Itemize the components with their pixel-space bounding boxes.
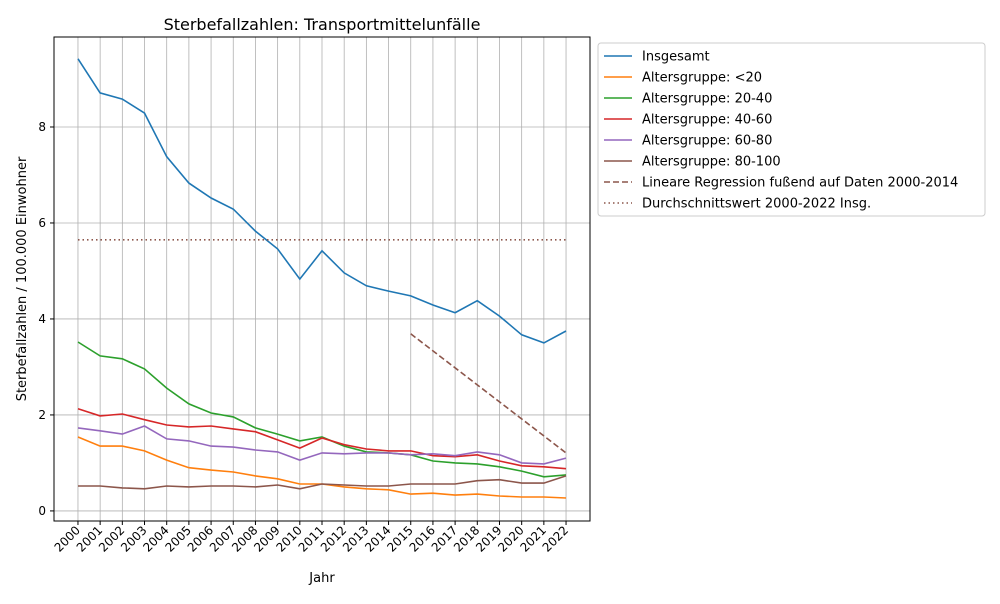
series-group [77, 58, 567, 499]
legend-label: Durchschnittswert 2000-2022 Insg. [642, 197, 871, 212]
series-line-6 [410, 333, 567, 454]
y-axis-label: Sterbefallzahlen / 100.000 Einwohner [15, 156, 30, 401]
grid [54, 37, 590, 521]
legend: Insgesamt Altersgruppe: <20 Altersgruppe: … [597, 42, 986, 217]
axis-ticks: 2000200120022003200420052006200720082009… [38, 120, 571, 555]
y-tick-label: 4 [38, 312, 46, 326]
y-tick-label: 2 [38, 408, 46, 422]
series-line-5 [78, 475, 567, 490]
y-tick-label: 0 [38, 504, 46, 518]
x-tick-label: 2022 [540, 523, 571, 554]
legend-label: Insgesamt [642, 50, 710, 65]
chart-title: Sterbefallzahlen: Transportmittelunfälle [164, 15, 481, 34]
series-line-2 [77, 341, 567, 478]
series-line-4 [77, 425, 567, 465]
y-tick-label: 8 [38, 120, 46, 134]
legend-label: Altersgruppe: <20 [642, 71, 762, 86]
legend-label: Altersgruppe: 40-60 [642, 113, 772, 128]
legend-label: Altersgruppe: 60-80 [642, 134, 772, 149]
legend-label: Lineare Regression fußend auf Daten 2000… [642, 176, 958, 191]
y-tick-label: 6 [38, 216, 46, 230]
series-line-0 [77, 58, 567, 344]
legend-label: Altersgruppe: 20-40 [642, 92, 772, 107]
x-axis-label: Jahr [308, 571, 335, 586]
series-line-3 [77, 407, 567, 470]
legend-box [597, 42, 986, 217]
legend-label: Altersgruppe: 80-100 [642, 155, 781, 170]
